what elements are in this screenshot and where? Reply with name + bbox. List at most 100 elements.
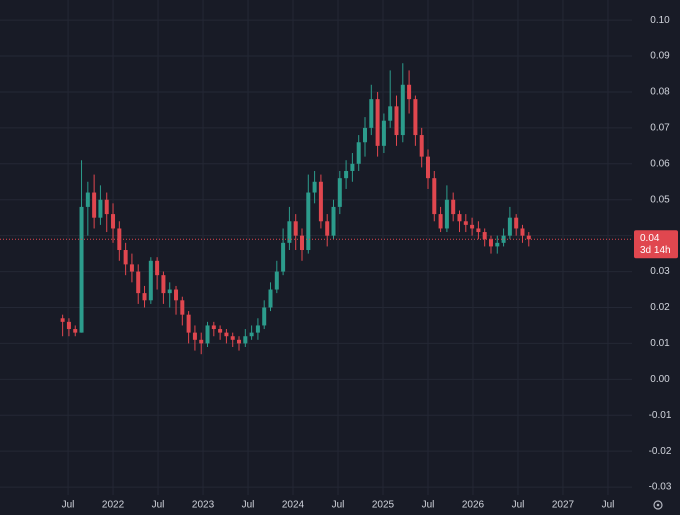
- candle-body: [155, 260, 160, 276]
- candle-body: [293, 221, 298, 236]
- candle-body: [192, 332, 197, 340]
- candle-body: [369, 99, 374, 128]
- x-tick-label: 2026: [462, 500, 485, 511]
- candle-body: [199, 339, 204, 344]
- candle-body: [394, 106, 399, 136]
- candle-body: [218, 329, 223, 333]
- candle-body: [255, 325, 260, 333]
- x-tick-label: Jul: [422, 500, 435, 511]
- candle-body: [300, 235, 305, 251]
- candle-body: [432, 178, 437, 215]
- candle-body: [148, 260, 153, 301]
- candle-body: [230, 336, 235, 340]
- x-tick-label: Jul: [242, 500, 255, 511]
- y-tick-label: 0.08: [650, 87, 670, 98]
- last-price-box: [634, 230, 678, 259]
- candle-body: [249, 332, 254, 337]
- candle-body: [476, 228, 481, 233]
- candle-body: [287, 221, 292, 243]
- axes: 0.10 0.09 0.08 0.07 0.06 0.05 0.04 0.03 0.02 0.01…: [62, 15, 678, 511]
- candle-body: [356, 142, 361, 164]
- candle-body: [344, 170, 349, 179]
- candle-body: [337, 178, 342, 207]
- y-tick-label: 0.07: [650, 123, 670, 134]
- candle-body: [470, 224, 475, 229]
- candle-body: [186, 314, 191, 333]
- candle-body: [444, 199, 449, 229]
- candles: [0, 63, 632, 355]
- candle-body: [362, 127, 367, 143]
- y-tick-label: 0.01: [650, 338, 670, 349]
- candle-body: [451, 199, 456, 215]
- candle-body: [211, 325, 216, 330]
- y-tick-label: -0.01: [649, 410, 672, 421]
- candle-body: [318, 181, 323, 222]
- candle-body: [262, 307, 267, 326]
- candle-body: [488, 239, 493, 247]
- candle-body: [501, 235, 506, 243]
- candle-body: [325, 221, 330, 236]
- candle-body: [350, 163, 355, 171]
- candle-body: [79, 206, 84, 333]
- candle-body: [60, 318, 65, 322]
- x-tick-label: 2027: [552, 500, 575, 511]
- candle-body: [136, 271, 141, 294]
- candle-body: [161, 275, 166, 294]
- countdown-label: 3d 14h: [640, 245, 671, 256]
- candle-body: [526, 235, 531, 240]
- x-tick-label: Jul: [332, 500, 345, 511]
- candle-body: [425, 156, 430, 179]
- y-tick-label: -0.03: [649, 482, 672, 493]
- x-tick-label: Jul: [152, 500, 165, 511]
- candle-body: [123, 250, 128, 265]
- candle-body: [73, 329, 78, 333]
- y-tick-label: -0.02: [649, 446, 672, 457]
- candle-body: [463, 221, 468, 225]
- candle-body: [306, 192, 311, 251]
- candle-body: [381, 120, 386, 146]
- candle-body: [413, 99, 418, 136]
- candle-body: [274, 271, 279, 290]
- candle-body: [104, 199, 109, 215]
- candle-body: [85, 192, 90, 207]
- x-tick-label: 2023: [192, 500, 215, 511]
- y-tick-label: 0.05: [650, 194, 670, 205]
- candle-body: [237, 339, 242, 344]
- candle-body: [98, 199, 103, 218]
- candle-body: [520, 228, 525, 236]
- candle-body: [400, 84, 405, 136]
- last-price-label: 0.04: [640, 233, 660, 244]
- y-tick-label: 0.00: [650, 374, 670, 385]
- y-tick-label: 0.10: [650, 15, 670, 26]
- candle-body: [205, 325, 210, 344]
- x-tick-label: 2022: [102, 500, 125, 511]
- candle-body: [482, 232, 487, 240]
- y-tick-label: 0.09: [650, 51, 670, 62]
- candle-body: [129, 264, 134, 272]
- candle-body: [142, 293, 147, 301]
- candle-body: [312, 181, 317, 193]
- settings-gear-center[interactable]: [656, 503, 660, 507]
- candle-body: [407, 84, 412, 100]
- candle-body: [243, 336, 248, 344]
- candle-body: [457, 214, 462, 222]
- candle-body: [180, 300, 185, 315]
- candle-body: [375, 99, 380, 146]
- candle-body: [281, 242, 286, 272]
- candle-body: [507, 217, 512, 236]
- candle-body: [117, 228, 122, 251]
- y-tick-label: 0.02: [650, 302, 670, 313]
- y-tick-label: 0.06: [650, 158, 670, 169]
- candle-body: [174, 289, 179, 301]
- candle-body: [514, 217, 519, 229]
- candle-body: [495, 242, 500, 247]
- candle-body: [167, 289, 172, 294]
- candle-body: [388, 106, 393, 121]
- candle-body: [331, 206, 336, 236]
- x-tick-label: Jul: [602, 500, 615, 511]
- settings-icon[interactable]: [653, 500, 663, 510]
- settings-gear[interactable]: [653, 500, 663, 510]
